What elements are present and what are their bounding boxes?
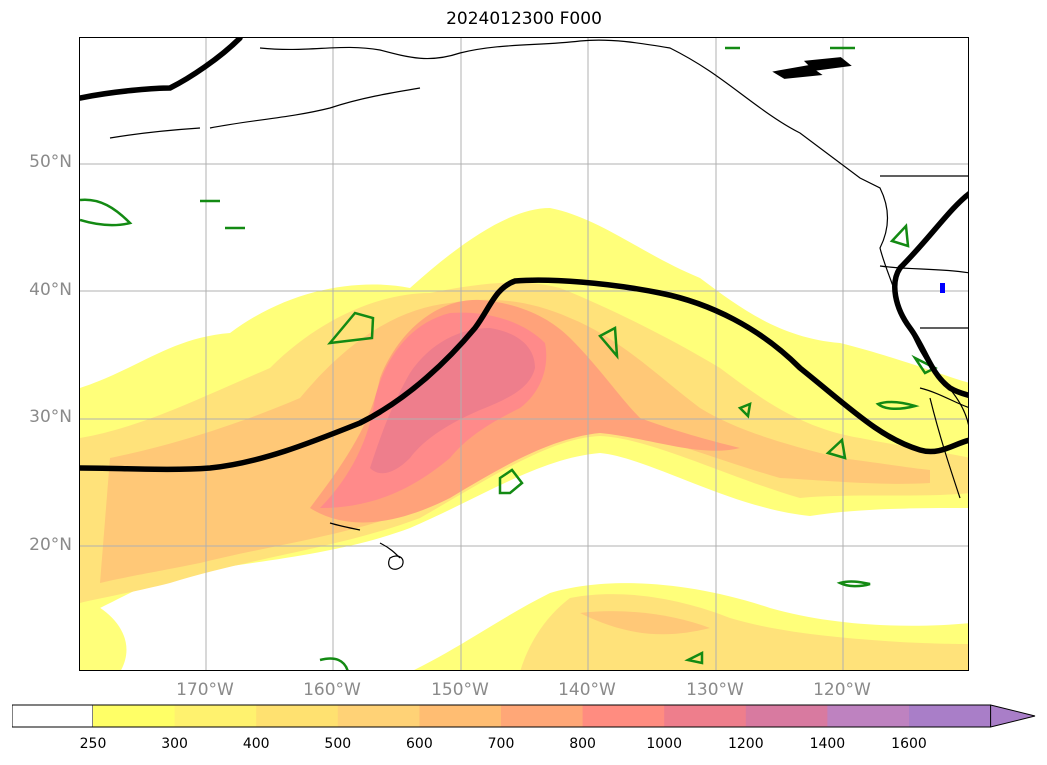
colorbar-segment [93, 705, 176, 727]
colorbar-segment [256, 705, 339, 727]
colorbar-tick-label: 1600 [891, 736, 927, 752]
lat-label-40n: 40°N [29, 280, 72, 300]
lat-label-50n: 50°N [29, 152, 72, 172]
lat-label-30n: 30°N [29, 407, 72, 427]
colorbar [11, 704, 1037, 728]
lon-label-170w: 170°W [176, 680, 234, 700]
map-canvas [80, 38, 968, 670]
colorbar-segment [501, 705, 584, 727]
colorbar-tick-label: 1200 [727, 736, 764, 752]
map-title: 2024012300 F000 [446, 9, 602, 29]
ivt-fill-1000 [370, 328, 535, 474]
colorbar-tick-label: 700 [487, 736, 515, 752]
colorbar-segment [827, 705, 910, 727]
colorbar-segment [337, 705, 420, 727]
colorbar-tick-label: 1400 [809, 736, 846, 752]
colorbar-tick-label: 800 [569, 736, 596, 752]
lon-label-160w: 160°W [303, 680, 361, 700]
lat-label-20n: 20°N [29, 535, 72, 555]
colorbar-segment [745, 705, 828, 727]
colorbar-tick-label: 250 [79, 736, 107, 752]
colorbar-segment [664, 705, 747, 727]
ivt-250-thick-contour [80, 38, 968, 473]
colorbar-segment [419, 705, 502, 727]
colorbar-tick-label: 500 [324, 736, 352, 752]
colorbar-segment [582, 705, 665, 727]
colorbar-under [11, 704, 94, 728]
colorbar-tick-label: 600 [406, 736, 433, 752]
colorbar-tick-label: 400 [242, 736, 270, 752]
colorbar-svg [11, 704, 1036, 728]
lon-label-130w: 130°W [686, 680, 744, 700]
colorbar-segment [174, 705, 257, 727]
lon-label-120w: 120°W [813, 680, 871, 700]
colorbar-segment [909, 705, 992, 727]
lon-label-150w: 150°W [431, 680, 489, 700]
green-contours [80, 46, 938, 670]
blue-marker [940, 283, 945, 293]
graticule [80, 38, 968, 670]
map-panel[interactable] [79, 37, 969, 671]
colorbar-tick-label: 300 [161, 736, 188, 752]
colorbar-tick-label: 1000 [646, 736, 682, 752]
colorbar-outline [12, 704, 991, 728]
lon-label-140w: 140°W [558, 680, 616, 700]
colorbar-extend-arrow [990, 704, 1036, 728]
